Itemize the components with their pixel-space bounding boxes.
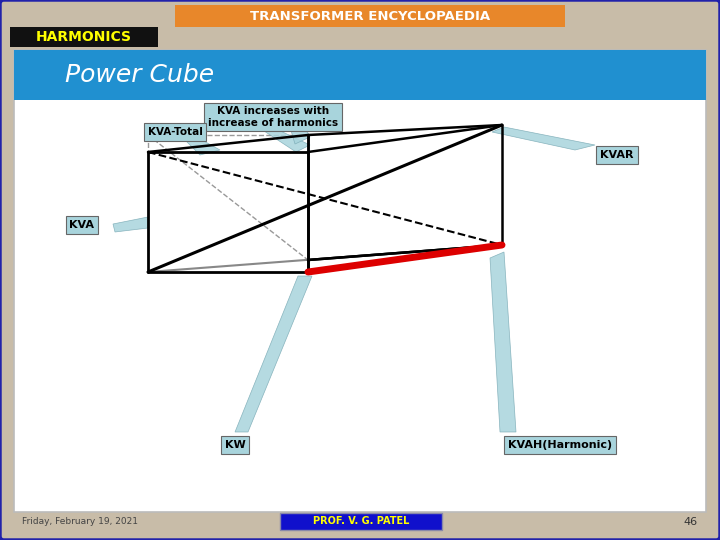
Text: KW: KW — [225, 440, 246, 450]
Bar — [280, 513, 442, 530]
Polygon shape — [490, 252, 516, 432]
Bar — [175, 5, 565, 27]
Text: KVA: KVA — [70, 220, 94, 230]
Polygon shape — [113, 217, 148, 232]
Text: TRANSFORMER ENCYCLOPAEDIA: TRANSFORMER ENCYCLOPAEDIA — [250, 10, 490, 23]
Polygon shape — [492, 127, 595, 150]
Bar — [10, 27, 158, 47]
Polygon shape — [258, 127, 310, 152]
Text: PROF. V. G. PATEL: PROF. V. G. PATEL — [312, 516, 409, 526]
Text: KVAR: KVAR — [600, 150, 634, 160]
Text: 46: 46 — [683, 517, 697, 527]
Polygon shape — [235, 276, 312, 432]
Bar — [14, 50, 706, 512]
Text: Friday, February 19, 2021: Friday, February 19, 2021 — [22, 517, 138, 526]
Text: KVA increases with
increase of harmonics: KVA increases with increase of harmonics — [208, 106, 338, 128]
Bar — [14, 50, 706, 100]
Text: Power Cube: Power Cube — [65, 63, 214, 87]
Polygon shape — [290, 127, 310, 144]
Text: KVA-Total: KVA-Total — [148, 127, 202, 137]
Text: KVAH(Harmonic): KVAH(Harmonic) — [508, 440, 612, 450]
Text: HARMONICS: HARMONICS — [36, 30, 132, 44]
Polygon shape — [185, 140, 220, 155]
